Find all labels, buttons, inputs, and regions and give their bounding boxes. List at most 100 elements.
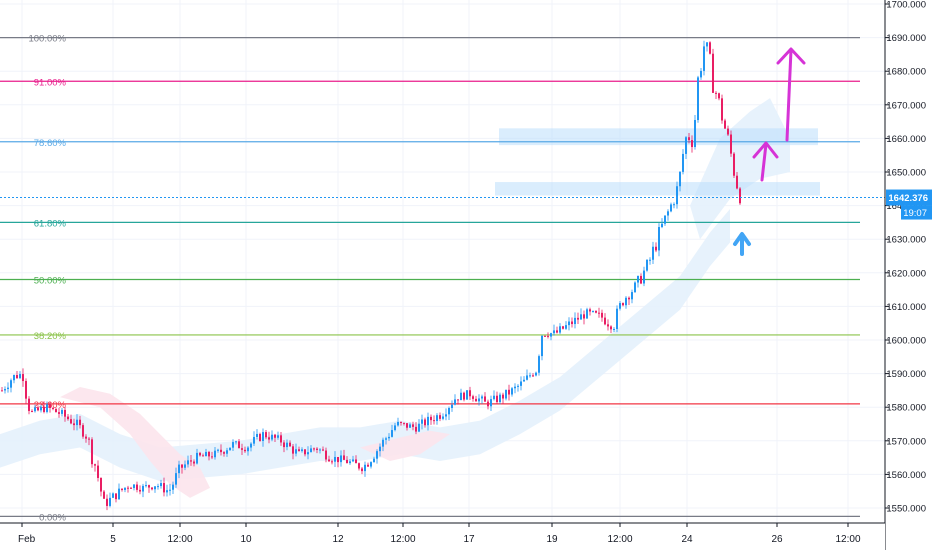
candle-body — [397, 421, 399, 426]
candle-body — [496, 395, 498, 403]
candle-body — [103, 491, 105, 499]
annotations — [733, 47, 806, 256]
x-tick-label-8: 12:00 — [607, 534, 632, 545]
x-axis-bg — [0, 523, 885, 550]
candle-body — [355, 459, 357, 464]
candle-body — [481, 396, 483, 399]
candle-body — [400, 421, 402, 423]
candle-body — [142, 485, 144, 492]
candle-body — [262, 432, 264, 441]
candle-body — [517, 385, 519, 387]
candle-body — [40, 406, 42, 411]
arrow-up-magenta-2-head — [752, 141, 779, 159]
candle-body — [430, 416, 432, 421]
candle-body — [307, 452, 309, 455]
current-price-tag-bg — [886, 189, 932, 206]
candle-body — [202, 455, 204, 457]
candle-body — [424, 419, 426, 426]
candle-body — [283, 442, 285, 448]
candle-body — [487, 401, 489, 407]
candle-body — [670, 204, 672, 212]
candle-body — [415, 426, 417, 432]
candle-body — [82, 425, 84, 437]
candle-body — [649, 259, 651, 261]
candle-body — [586, 309, 588, 319]
candle-body — [568, 321, 570, 326]
candle-body — [43, 406, 45, 412]
candle-body — [625, 297, 627, 306]
candle-body — [13, 375, 15, 381]
candle-body — [592, 310, 594, 312]
candle-body — [289, 442, 291, 447]
candle-body — [727, 128, 729, 135]
candle-body — [241, 448, 243, 450]
x-tick-label-2: 12:00 — [167, 534, 192, 545]
candle-body — [445, 414, 447, 417]
x-tick-label-1: 5 — [110, 534, 116, 545]
fibonacci-levels: 100.00%91.00%78.60%61.80%50.00%38.20%23.… — [0, 34, 860, 523]
candle-body — [385, 438, 387, 440]
candle-body — [280, 435, 282, 443]
fib-label-1: 91.00% — [34, 77, 67, 88]
candle-body — [436, 415, 438, 421]
candle-body — [76, 419, 78, 426]
candle-body — [169, 489, 171, 491]
candle-body — [505, 389, 507, 399]
candle-body — [721, 98, 723, 121]
candle-body — [619, 303, 621, 309]
candle-body — [124, 487, 126, 490]
candle-body — [70, 419, 72, 424]
candle-body — [556, 330, 558, 333]
candle-body — [199, 452, 201, 456]
candle-body — [628, 297, 630, 300]
candle-body — [472, 396, 474, 399]
candle-body — [733, 153, 735, 176]
candle-body — [340, 455, 342, 463]
candle-body — [451, 404, 453, 409]
candle-body — [55, 408, 57, 413]
candle-body — [370, 462, 372, 467]
candle-body — [376, 451, 378, 459]
candle-body — [613, 329, 615, 331]
candle-body — [697, 77, 699, 121]
cloud-bearish-2 — [360, 430, 450, 461]
candle-body — [361, 468, 363, 472]
candle-body — [28, 398, 30, 411]
candle-body — [211, 456, 213, 458]
candle-body — [301, 449, 303, 452]
candle-body — [379, 446, 381, 452]
y-tick-label-14: 1690.000 — [886, 33, 926, 44]
candle-body — [631, 292, 633, 300]
candle-body — [88, 438, 90, 440]
candle-body — [178, 464, 180, 474]
candle-body — [166, 490, 168, 493]
candle-body — [610, 326, 612, 330]
candle-body — [442, 416, 444, 419]
candle-body — [277, 435, 279, 438]
candle-body — [724, 120, 726, 129]
candle-body — [175, 473, 177, 485]
y-tick-label-0: 1550.000 — [886, 504, 926, 515]
candle-body — [133, 484, 135, 488]
candle-body — [433, 420, 435, 422]
candle-body — [736, 175, 738, 189]
candle-body — [406, 423, 408, 428]
candle-body — [331, 461, 333, 463]
candle-body — [421, 419, 423, 424]
y-tick-label-10: 1650.000 — [886, 168, 926, 179]
candle-body — [148, 485, 150, 488]
ichimoku-cloud — [0, 98, 790, 498]
fib-label-7: 0.00% — [39, 512, 66, 523]
candle-body — [535, 372, 537, 376]
candle-body — [127, 487, 129, 489]
candle-body — [679, 171, 681, 187]
candle-body — [253, 436, 255, 444]
candle-body — [265, 432, 267, 438]
candle-body — [319, 449, 321, 451]
candle-body — [286, 442, 288, 448]
candle-body — [667, 211, 669, 216]
candle-body — [553, 330, 555, 334]
candle-body — [193, 461, 195, 464]
